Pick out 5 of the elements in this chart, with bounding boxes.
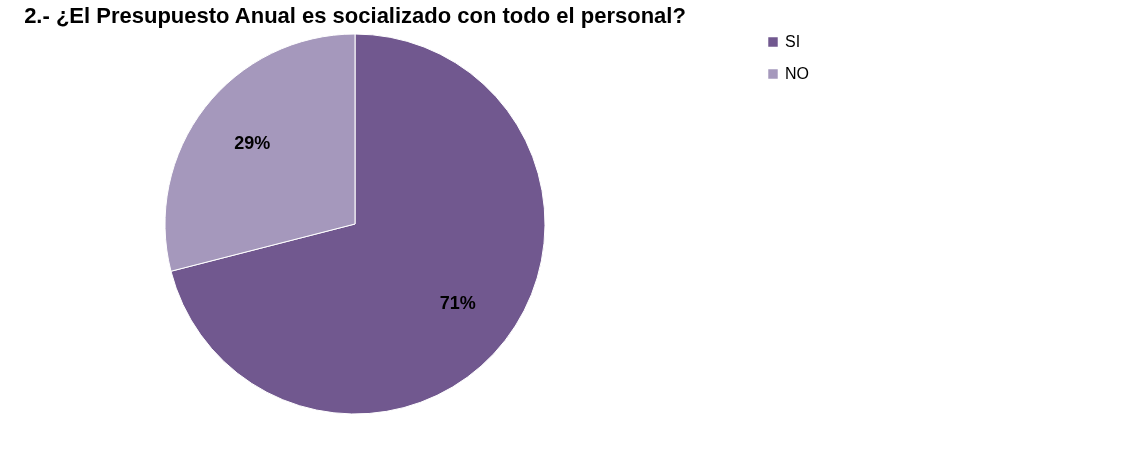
data-label: 29% <box>234 133 271 154</box>
legend-label: NO <box>785 65 809 82</box>
chart-title: 2.- ¿El Presupuesto Anual es socializado con todo el personal? <box>24 3 686 28</box>
data-label: 71% <box>439 292 476 313</box>
legend-label: SI <box>785 33 801 50</box>
